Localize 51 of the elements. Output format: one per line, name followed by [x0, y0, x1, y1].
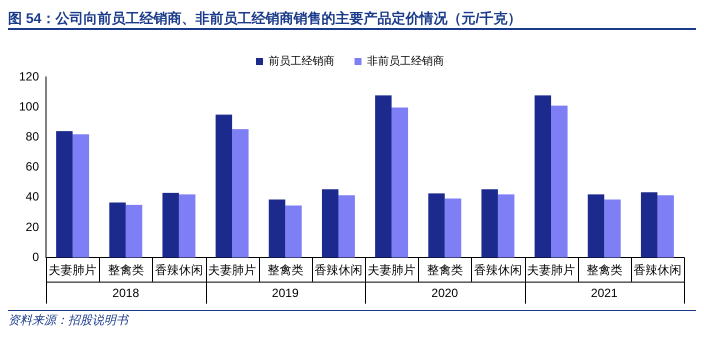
bar [338, 195, 355, 258]
bar [232, 129, 249, 258]
bar [126, 204, 142, 258]
bar [216, 114, 232, 258]
text: 资料来源：招股说明书 [8, 312, 130, 329]
x-tick-label: 香辣休闲 [474, 263, 522, 278]
bar [72, 134, 90, 258]
y-tick-label: 40 [26, 190, 40, 204]
bar [56, 131, 73, 258]
x-tick-label: 整禽类 [267, 263, 304, 278]
y-tick-label: 120 [18, 69, 40, 84]
x-tick-label: 夫妻肺片 [48, 263, 97, 278]
x-tick-label: 香辣休闲 [154, 263, 203, 278]
text: 2019 [272, 286, 299, 300]
bar [657, 195, 674, 258]
bar [534, 95, 552, 258]
bar [322, 189, 338, 258]
y-tick-label: 0 [32, 250, 40, 264]
bar [551, 106, 568, 258]
x-tick-label: 夫妻肺片 [527, 263, 576, 278]
chart-title: 图 54：公司向前员工经销商、非前员工经销商销售的主要产品定价情况（元/千克） [8, 9, 522, 28]
y-tick-label: 60 [26, 160, 40, 174]
x-tick-label: 香辣休闲 [633, 263, 682, 278]
x-tick-label: 整禽类 [108, 263, 144, 278]
bar [178, 194, 196, 258]
x-tick-label: 香辣休闲 [314, 263, 362, 278]
text: 2021 [590, 286, 618, 300]
x-tick-label: 整禽类 [586, 263, 622, 278]
y-tick-label: 100 [18, 99, 40, 114]
bar [588, 194, 604, 258]
bar [604, 200, 621, 258]
legend-label: 前员工经销商 [268, 54, 334, 68]
x-tick-label: 夫妻肺片 [368, 263, 416, 278]
y-tick-label: 80 [26, 130, 40, 144]
bar [444, 198, 462, 258]
bar [428, 193, 445, 258]
bar [375, 95, 392, 258]
bar [481, 189, 498, 258]
text: 2020 [431, 286, 458, 300]
bar [640, 192, 658, 258]
legend-label: 非前员工经销商 [367, 54, 444, 68]
bar [285, 206, 302, 258]
x-tick-label: 整禽类 [426, 263, 463, 278]
bar [498, 194, 514, 258]
text: 2018 [112, 286, 140, 300]
y-tick-label: 20 [26, 220, 40, 234]
bar [268, 200, 286, 258]
bar [162, 192, 179, 258]
bar [109, 202, 126, 258]
x-tick-label: 夫妻肺片 [208, 263, 256, 278]
bar [392, 108, 408, 258]
